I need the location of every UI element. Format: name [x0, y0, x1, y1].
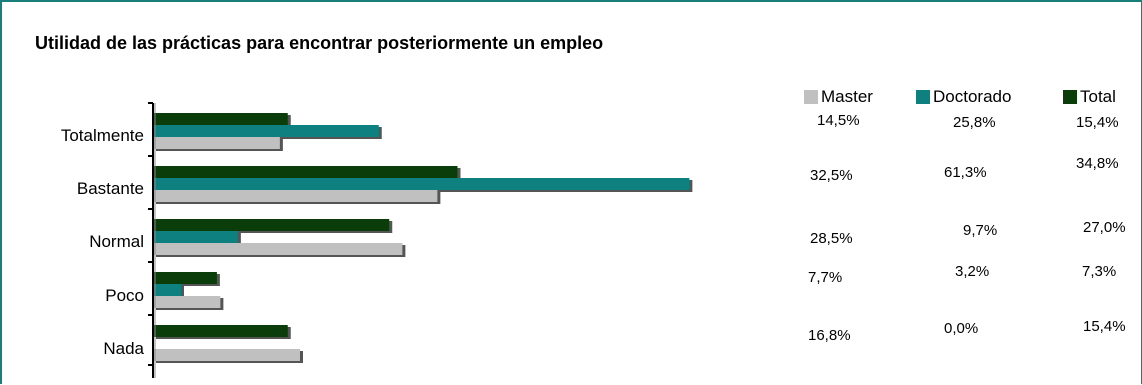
value-label-nada-master: 16,8%	[808, 327, 851, 344]
bar-nada-total	[153, 325, 288, 337]
value-label-bastante-master: 32,5%	[810, 167, 853, 184]
legend-item-master: Master	[804, 87, 873, 107]
legend-item-total: Total	[1063, 87, 1116, 107]
legend-swatch-master	[804, 90, 818, 104]
value-label-totalmente-master: 14,5%	[817, 112, 860, 129]
value-label-normal-master: 28,5%	[810, 230, 853, 247]
legend-swatch-total	[1063, 90, 1077, 104]
legend-swatch-doctorado	[916, 90, 930, 104]
value-label-totalmente-total: 15,4%	[1076, 114, 1119, 131]
bar-bastante-master	[153, 190, 438, 202]
bar-poco-doctorado	[153, 284, 181, 296]
legend-label-doctorado: Doctorado	[933, 87, 1012, 106]
bar-poco-total	[153, 272, 217, 284]
value-label-poco-total: 7,3%	[1082, 263, 1117, 280]
value-label-normal-total: 27,0%	[1083, 219, 1126, 236]
category-label-nada: Nada	[103, 339, 144, 358]
value-label-nada-total: 15,4%	[1083, 318, 1126, 335]
value-label-poco-doctorado: 3,2%	[955, 263, 990, 280]
bar-normal-master	[153, 243, 403, 255]
value-label-totalmente-doctorado: 25,8%	[953, 114, 996, 131]
category-label-normal: Normal	[89, 232, 144, 251]
bar-bastante-total	[153, 166, 458, 178]
bar-totalmente-total	[153, 113, 288, 125]
category-label-bastante: Bastante	[76, 179, 144, 198]
bar-nada-master	[153, 349, 300, 361]
value-label-poco-master: 7,7%	[808, 269, 843, 286]
chart-title: Utilidad de las prácticas para encontrar…	[35, 33, 604, 53]
bar-bastante-doctorado	[153, 178, 690, 190]
bar-normal-total	[153, 219, 390, 231]
legend-item-doctorado: Doctorado	[916, 87, 1011, 107]
bar-totalmente-master	[153, 137, 280, 149]
bar-normal-doctorado	[153, 231, 238, 243]
value-label-bastante-doctorado: 61,3%	[944, 164, 987, 181]
bar-poco-master	[153, 296, 221, 308]
value-label-normal-doctorado: 9,7%	[963, 222, 998, 239]
legend-label-master: Master	[821, 87, 873, 106]
legend-label-total: Total	[1080, 87, 1116, 106]
value-label-nada-doctorado: 0,0%	[944, 320, 979, 337]
value-label-bastante-total: 34,8%	[1076, 155, 1119, 172]
category-label-totalmente: Totalmente	[60, 126, 144, 145]
category-label-poco: Poco	[105, 286, 144, 305]
bar-totalmente-doctorado	[153, 125, 379, 137]
